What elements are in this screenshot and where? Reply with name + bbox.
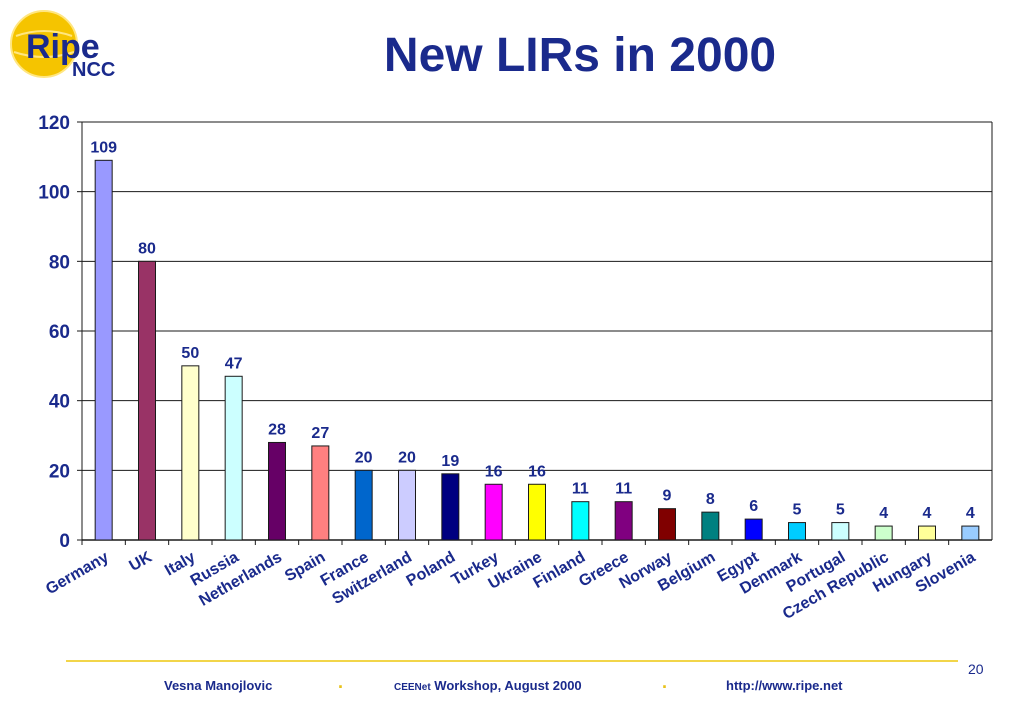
data-label: 4 <box>923 505 932 522</box>
bar <box>94 159 113 541</box>
slide-number: 20 <box>968 661 984 677</box>
y-tick-label: 60 <box>49 322 70 343</box>
x-tick-label: Poland <box>404 549 459 590</box>
bar <box>484 483 503 541</box>
bar <box>571 501 590 541</box>
footer-event: CEENet Workshop, August 2000 <box>394 678 582 693</box>
footer-separator-1: . <box>338 672 344 692</box>
y-tick-label: 100 <box>38 183 70 204</box>
bar <box>788 522 806 541</box>
bar <box>311 445 330 541</box>
data-label: 4 <box>966 505 975 522</box>
y-tick-label: 40 <box>49 392 70 413</box>
data-label: 50 <box>181 345 199 362</box>
data-label: 16 <box>485 463 503 480</box>
bar <box>831 522 850 541</box>
y-tick-label: 80 <box>49 252 70 273</box>
data-label: 8 <box>706 491 715 508</box>
footer-url[interactable]: http://www.ripe.net <box>726 678 843 693</box>
x-tick-label: Germany <box>43 549 112 598</box>
data-label: 9 <box>663 488 672 505</box>
footer-separator-2: . <box>662 672 668 692</box>
data-label: 16 <box>528 463 546 480</box>
bar <box>354 469 373 541</box>
bar <box>874 525 893 541</box>
logo-text-sub: NCC <box>72 59 115 81</box>
bar <box>138 260 156 541</box>
bar <box>918 525 936 541</box>
bar <box>398 469 416 541</box>
bar <box>224 375 243 541</box>
data-label: 109 <box>90 139 117 156</box>
data-label: 11 <box>615 481 632 498</box>
ripe-ncc-logo: Ripe NCC <box>10 10 115 81</box>
data-label: 11 <box>572 481 589 498</box>
footer-event-rest: Workshop, August 2000 <box>430 678 582 693</box>
bar <box>744 518 763 541</box>
data-label: 19 <box>441 453 459 470</box>
y-tick-label: 120 <box>38 113 70 134</box>
data-label: 28 <box>268 421 286 438</box>
data-label: 6 <box>749 498 758 515</box>
x-tick-label: UK <box>126 549 155 575</box>
page-title: New LIRs in 2000 <box>383 29 777 82</box>
bar <box>441 473 460 541</box>
footer-divider <box>66 660 958 662</box>
logo-text-main: Ripe <box>26 28 100 66</box>
bar <box>181 365 200 541</box>
data-label: 80 <box>138 240 156 257</box>
data-label: 4 <box>879 505 888 522</box>
data-label: 27 <box>311 425 329 442</box>
footer-event-prefix: CEENet <box>394 682 431 693</box>
y-tick-label: 20 <box>49 461 70 482</box>
footer-author: Vesna Manojlovic <box>164 678 273 693</box>
bar <box>658 508 676 541</box>
bar <box>961 525 980 541</box>
bar <box>528 483 546 541</box>
bar <box>701 511 720 541</box>
bar <box>614 501 633 541</box>
data-label: 5 <box>793 502 802 519</box>
data-label: 47 <box>225 355 243 372</box>
bar-chart: 020406080100120109Germany80UK50Italy47Ru… <box>38 113 993 623</box>
bar <box>268 441 286 541</box>
data-label: 20 <box>355 449 373 466</box>
y-tick-label: 0 <box>59 531 70 552</box>
data-label: 20 <box>398 449 416 466</box>
data-label: 5 <box>836 502 845 519</box>
